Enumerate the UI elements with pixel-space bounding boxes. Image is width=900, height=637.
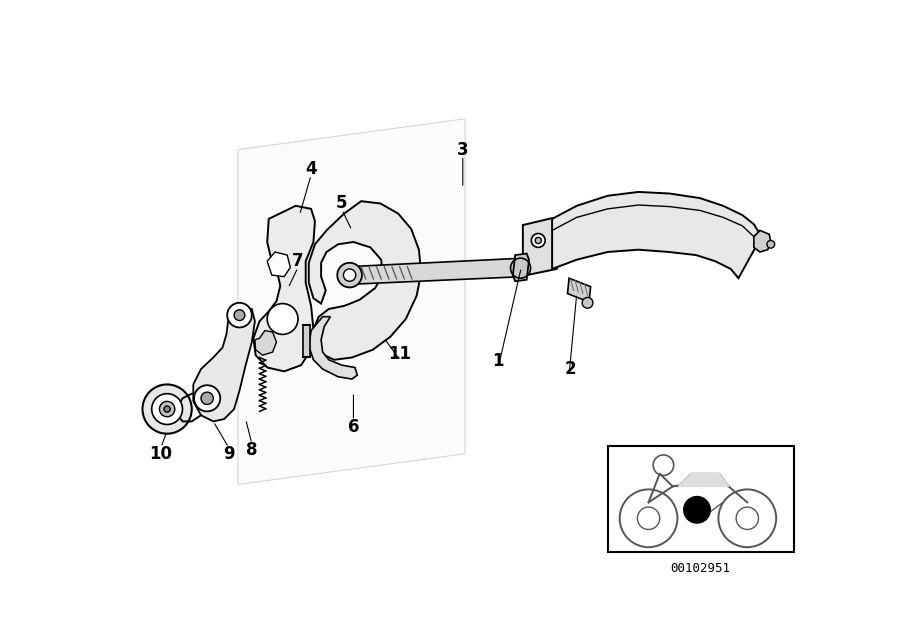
Circle shape [152, 394, 183, 424]
Polygon shape [754, 231, 770, 252]
Polygon shape [267, 252, 291, 276]
Polygon shape [255, 331, 276, 355]
Circle shape [531, 234, 545, 247]
Circle shape [194, 385, 220, 412]
Text: 10: 10 [149, 445, 173, 462]
Text: 00102951: 00102951 [670, 562, 731, 575]
Polygon shape [523, 218, 560, 275]
Circle shape [142, 385, 192, 434]
Circle shape [164, 406, 170, 412]
Polygon shape [349, 258, 523, 284]
Circle shape [536, 238, 541, 243]
Text: 3: 3 [457, 141, 469, 159]
Text: 9: 9 [223, 445, 235, 462]
Polygon shape [552, 192, 761, 278]
Bar [303, 325, 310, 357]
Circle shape [767, 240, 775, 248]
Text: 1: 1 [492, 352, 504, 370]
Circle shape [201, 392, 213, 404]
Circle shape [338, 263, 362, 287]
Text: 5: 5 [337, 194, 347, 213]
Polygon shape [679, 474, 729, 487]
Circle shape [683, 496, 711, 524]
Polygon shape [194, 306, 255, 422]
Polygon shape [309, 201, 421, 360]
Circle shape [344, 269, 356, 282]
Text: 7: 7 [292, 252, 304, 270]
Circle shape [227, 303, 252, 327]
Text: 6: 6 [347, 418, 359, 436]
Bar [608, 446, 794, 552]
Circle shape [582, 297, 593, 308]
Text: 4: 4 [305, 160, 317, 178]
Text: 8: 8 [246, 441, 257, 459]
Polygon shape [238, 118, 465, 485]
Circle shape [234, 310, 245, 320]
Circle shape [159, 401, 175, 417]
Polygon shape [254, 206, 315, 371]
Polygon shape [309, 317, 357, 379]
Text: 2: 2 [565, 360, 576, 378]
Circle shape [267, 304, 298, 334]
Polygon shape [568, 278, 590, 302]
Polygon shape [513, 254, 529, 282]
Text: 11: 11 [388, 345, 411, 362]
